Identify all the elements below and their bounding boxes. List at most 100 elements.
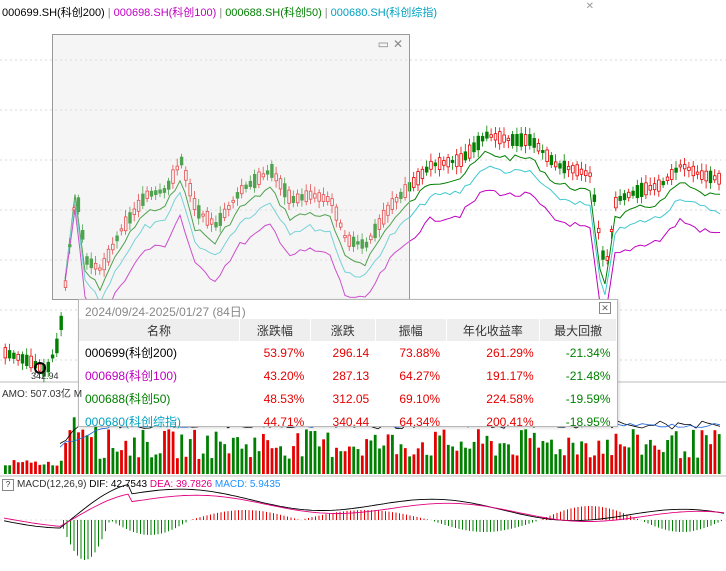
stats-title: 2024/09/24-2025/01/27 (84日) (85, 305, 246, 319)
volume-bar (343, 451, 347, 474)
ticker-kc100[interactable]: 000698.SH(科创100) (113, 7, 217, 19)
volume-bar (352, 446, 356, 474)
candle-body (313, 193, 317, 199)
amo-value: AMO: 507.03亿 (2, 389, 71, 400)
stats-change: 287.13 (332, 368, 370, 383)
candle-body (433, 162, 437, 167)
stats-annualized: 224.58% (486, 391, 534, 406)
volume-bar (661, 452, 665, 474)
volume-bar (292, 446, 295, 474)
candle-body (661, 181, 665, 186)
volume-bar (657, 449, 661, 474)
candle-body (46, 361, 50, 373)
volume-bar (154, 454, 158, 474)
ticker-kczz[interactable]: 000680.SH(科创综指) (330, 7, 438, 19)
candle-body (394, 196, 399, 203)
volume-bar (236, 437, 239, 474)
stats-row[interactable]: 000688(科创50) 48.53% 312.05 69.10% 224.58% -19… (79, 387, 617, 410)
volume-bar (188, 439, 192, 474)
volume-bar (373, 434, 377, 474)
candle-body (575, 164, 579, 177)
stats-name: 000698(科创100) (85, 369, 178, 383)
candle-body (55, 338, 59, 354)
volume-bar (150, 457, 153, 474)
volume-bar (330, 457, 334, 474)
col-change: 涨跌 (310, 319, 376, 341)
candle-body (93, 262, 98, 270)
candle-body (390, 198, 394, 210)
volume-bar (16, 462, 20, 474)
candle-body (691, 165, 695, 177)
volume-bar (631, 429, 635, 474)
low-price-label: 342.94 (31, 371, 59, 381)
candle-body (695, 171, 700, 175)
volume-bar (421, 442, 424, 474)
candle-body (338, 222, 343, 228)
index-line (64, 189, 721, 328)
close-icon[interactable]: ✕ (585, 1, 594, 12)
candle-body (162, 188, 167, 193)
candlesticks (3, 125, 721, 383)
volume-bar (133, 437, 136, 474)
volume-bar (416, 448, 420, 474)
candle-body (459, 153, 463, 167)
candle-body (622, 193, 627, 201)
candle-body (197, 205, 201, 219)
candle-body (700, 170, 704, 180)
volume-bar (369, 440, 373, 474)
low-marker-icon (34, 362, 46, 374)
volume-bar (515, 455, 519, 474)
volume-bar (550, 439, 553, 474)
candle-body (381, 209, 386, 225)
volume-bar (610, 455, 614, 474)
candle-body (467, 144, 472, 159)
stats-row[interactable]: 000699(科创200) 53.97% 296.14 73.88% 261.29% -2… (79, 341, 617, 364)
close-icon[interactable]: ✕ (392, 37, 403, 51)
candle-body (549, 155, 554, 166)
index-lines (64, 150, 721, 328)
ticker-kc200[interactable]: 000699.SH(科创200) (2, 7, 105, 19)
volume-bar (249, 457, 252, 474)
stats-name: 000688(科创50) (85, 392, 171, 406)
ticker-kc50[interactable]: 000688.SH(科创50) (225, 7, 322, 19)
candle-body (227, 204, 231, 210)
candle-body (652, 183, 657, 191)
col-max-drawdown: 最大回撤 (539, 319, 617, 341)
volume-bar (137, 457, 141, 474)
stats-row[interactable]: 000680(科创综指) 44.71% 340.44 64.34% 200.41% -18… (79, 410, 617, 433)
stats-row[interactable]: 000698(科创100) 43.20% 287.13 64.27% 191.17% -2… (79, 364, 617, 387)
range-selection-box[interactable]: ▭ ✕ (52, 34, 410, 300)
volume-bar (709, 444, 712, 474)
candle-body (644, 182, 648, 196)
volume-bar (55, 465, 59, 474)
macd-legend: ? MACD(12,26,9) DIF: 42.7543 DEA: 39.7826… (2, 479, 280, 491)
volume-bar (257, 451, 261, 474)
candle-body (678, 164, 683, 168)
volume-bar (266, 440, 270, 474)
candle-body (566, 166, 571, 171)
maximize-icon[interactable]: ▭ (377, 37, 389, 51)
candle-body (506, 137, 511, 142)
volume-bar (94, 424, 98, 474)
volume-bar (438, 435, 442, 474)
volume-bar (558, 449, 562, 474)
close-icon[interactable]: ✕ (599, 302, 611, 314)
candle-body (360, 239, 364, 249)
candle-body (545, 149, 549, 163)
candle-body (179, 156, 184, 166)
candle-body (558, 163, 562, 169)
candle-body (670, 169, 674, 180)
volume-bar (429, 455, 433, 474)
volume-bar (206, 435, 209, 474)
candle-body (584, 170, 588, 176)
help-icon[interactable]: ? (2, 479, 14, 491)
volume-bar (459, 441, 463, 474)
volume-bar (51, 465, 55, 474)
volume-bar (588, 457, 592, 474)
volume-bar (606, 439, 609, 474)
candle-body (278, 178, 283, 190)
volume-bar (64, 442, 67, 474)
candle-body (657, 179, 661, 192)
volume-bar (77, 432, 80, 474)
candle-body (115, 235, 119, 242)
